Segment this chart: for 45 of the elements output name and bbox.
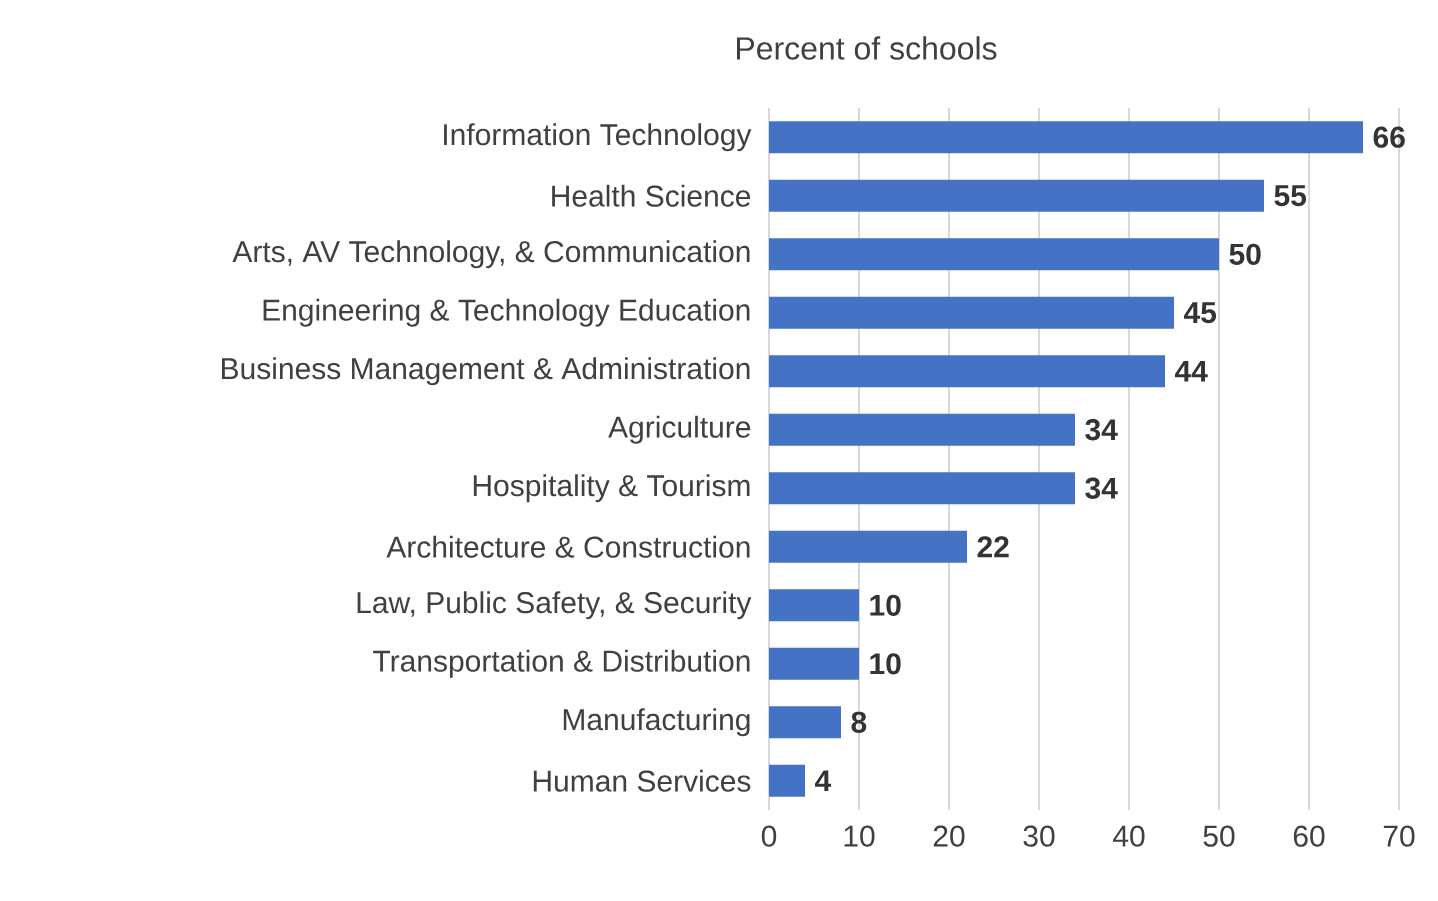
y-tick-label: Engineering & Technology Education [263,298,750,327]
x-tick-label: 0 [761,825,777,847]
bar [769,179,1264,212]
x-tick-label: 70 [1383,825,1415,847]
bar [769,530,967,563]
x-tick-label: 10 [844,825,875,847]
data-label: 10 [870,653,901,675]
bar [769,472,1075,505]
data-label: 34 [1085,419,1118,441]
bar [769,764,805,797]
y-tick-label: Transportation & Distribution [373,649,750,678]
data-label: 8 [851,711,867,733]
bar [769,413,1075,446]
bar [769,296,1174,329]
y-tick-label: Information Technology [444,123,752,152]
bar [769,706,841,739]
y-tick-label: Hospitality & Tourism [473,474,750,503]
x-tick-label: 30 [1023,825,1055,847]
y-tick-label: Health Science [552,184,751,207]
data-label: 4 [814,770,832,792]
data-label: 34 [1085,477,1118,499]
y-tick-label: Arts, AV Technology, & Communication [232,240,750,269]
data-label: 22 [977,536,1009,558]
bar [769,355,1165,388]
y-tick-label: Architecture & Construction [386,535,750,558]
y-tick-label: Business Management & Administration [222,357,750,386]
bar [769,121,1363,154]
bar [769,589,859,622]
x-tick-label: 50 [1203,825,1235,847]
x-tick-label: 20 [933,825,965,847]
bar [769,238,1219,271]
data-label: 10 [870,594,901,616]
y-tick-label: Agriculture [608,415,751,444]
data-label: 50 [1229,243,1261,265]
data-label: 66 [1373,126,1405,148]
x-tick-label: 40 [1113,825,1145,847]
y-tick-label: Human Services [533,769,751,792]
y-tick-label: Manufacturing [563,708,750,737]
x-tick-label: 60 [1293,825,1325,847]
chart-title: Percent of schools [737,36,997,60]
data-label: 45 [1183,302,1217,324]
data-label: 44 [1174,360,1208,382]
y-tick-label: Law, Public Safety, & Security [357,591,752,620]
bar [769,647,859,680]
data-label: 55 [1274,185,1307,207]
